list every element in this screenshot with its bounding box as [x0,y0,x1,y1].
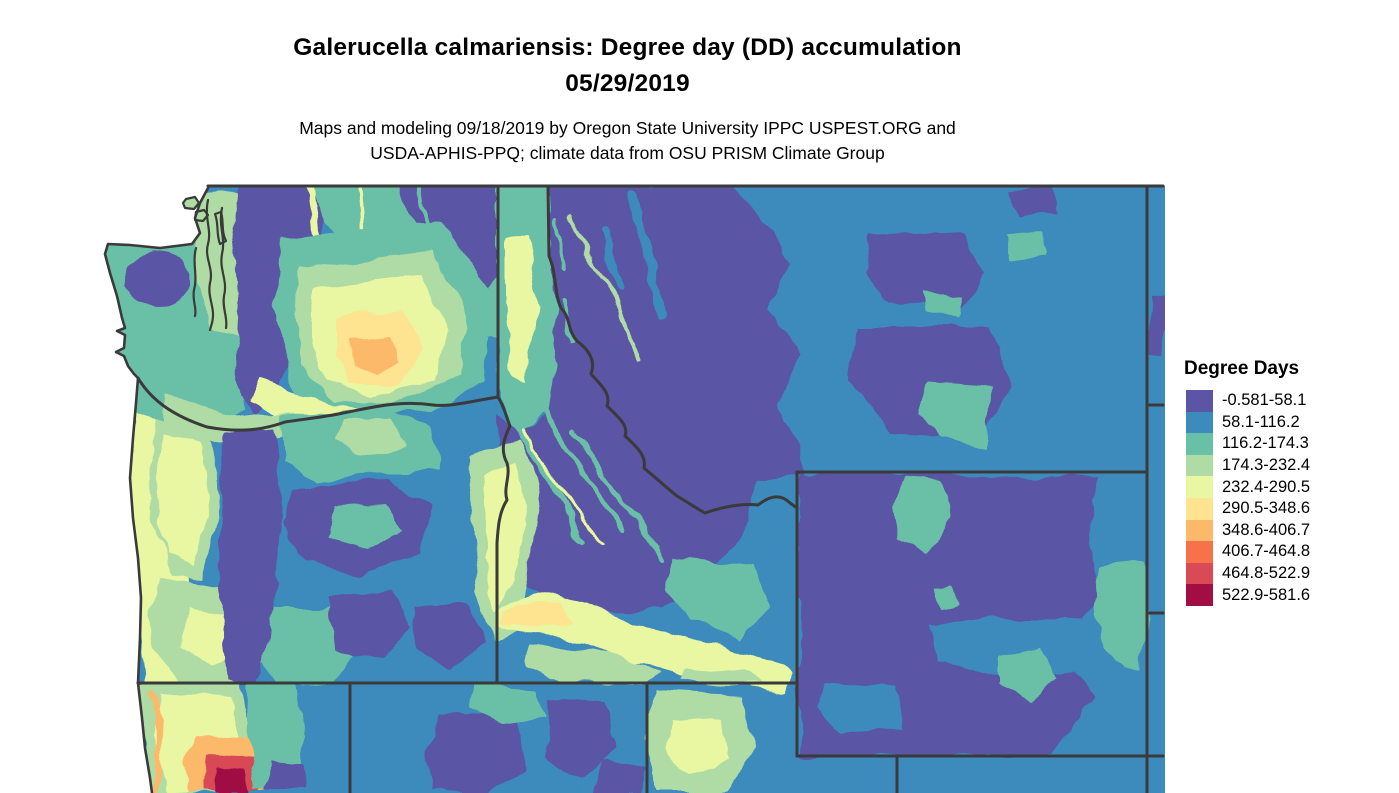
subtitle-block: Maps and modeling 09/18/2019 by Oregon S… [95,116,1160,166]
region-snake-plain-pale [495,593,793,695]
legend-swatch-8 [1186,562,1213,585]
legend-row-7: 406.7-464.8 [1186,541,1384,563]
region-id-panhandle-pale [505,232,537,379]
region-nv-teal [471,685,546,725]
legend-label-1: 58.1-116.2 [1222,412,1300,431]
legend: Degree Days -0.581-58.1 58.1-116.2 116.2-1… [1184,358,1384,606]
puget-sound-channel1 [205,198,215,332]
region-or-se-purple2 [414,603,486,669]
region-id-salmon-vein2 [539,407,625,533]
legend-label-7: 406.7-464.8 [1222,542,1311,561]
legend-label-6: 348.6-406.7 [1222,520,1311,539]
legend-swatch-3 [1186,454,1213,477]
region-id-salmon-vein-pale [520,428,602,546]
legend-label-9: 522.9-581.6 [1222,585,1311,604]
coastline [103,186,210,793]
region-id-salmon-vein1 [509,417,585,543]
legend-swatch-9 [1186,584,1213,606]
region-mt-green-spot [1004,232,1046,261]
map-title-line1: Galerucella calmariensis: Degree day (DD… [293,34,962,61]
legend-row-6: 348.6-406.7 [1186,519,1384,542]
region-mt-green-vein [570,218,642,362]
legend-row-3: 174.3-232.4 [1186,454,1384,477]
region-hells-canyon-pale [484,463,526,609]
region-mt-blue-vein2 [601,226,624,294]
puget-sound-outlines [192,198,228,332]
map-canvas [100,178,1165,793]
region-wy-green1 [894,477,951,554]
legend-label-8: 464.8-522.9 [1222,564,1311,583]
legend-row-0: -0.581-58.1 [1186,390,1384,412]
raster-regions [105,186,1165,793]
region-ca-darkred-core [214,769,251,793]
legend-rows: -0.581-58.1 58.1-116.2 116.2-174.3 174.3-23… [1186,390,1384,606]
map-subtitle-line1: Maps and modeling 09/18/2019 by Oregon S… [299,118,956,138]
region-id-east-teal [664,557,771,641]
legend-title: Degree Days [1184,358,1300,379]
region-or-bluemtns-teal [329,503,401,549]
region-wasatch-pale [664,717,731,775]
region-mt-teal-spot1 [924,292,963,319]
region-ut-west-purple2 [594,762,646,793]
region-snake-plain-yellow [500,602,571,628]
region-ut-west-purple1 [547,697,616,779]
region-id-salmon-vein3 [569,427,665,563]
legend-swatch-7 [1186,541,1213,563]
map-subtitle-line2: USDA-APHIS-PPQ; climate data from OSU PR… [370,143,885,163]
legend-swatch-4 [1186,476,1213,498]
state-borders [103,184,1165,793]
legend-label-2: 116.2-174.3 [1222,434,1309,453]
region-wy-green4 [932,582,959,607]
region-mt-flathead-blue-vein [628,193,665,323]
legend-row-1: 58.1-116.2 [1186,411,1384,434]
hood-canal [192,246,198,318]
region-ca-east-purple [267,762,306,791]
region-mt-top-purple [1009,187,1056,217]
legend-label-0: -0.581-58.1 [1222,391,1307,410]
legend-swatch-0 [1186,390,1213,412]
region-wy-green2 [999,647,1056,699]
border-wa-or-columbia-river [136,376,500,432]
region-wy-blue-basin2 [817,682,901,735]
legend-swatch-6 [1186,519,1213,542]
region-ca-coast-orange-streak [149,690,164,791]
legend-row-9: 522.9-581.6 [1186,584,1384,606]
legend-row-4: 232.4-290.5 [1186,476,1384,498]
region-mt-teal-vein1 [554,218,568,272]
legend-row-2: 116.2-174.3 [1186,433,1384,455]
legend-label-5: 290.5-348.6 [1222,499,1311,518]
region-mt-teal-spot2 [919,382,991,451]
region-dakota-purple-sliver [1148,295,1164,357]
legend-swatch-2 [1186,433,1213,455]
degree-day-raster-map [103,184,1165,793]
region-columbia-basin-orange [349,337,398,376]
san-juan-island1 [181,195,201,211]
region-willamette-pale [156,432,208,565]
legend-row-5: 290.5-348.6 [1186,497,1384,520]
region-olympic-mtns-purple [125,251,191,305]
title-block: Galerucella calmariensis: Degree day (DD… [95,30,1160,102]
legend-swatch-1 [1186,411,1213,434]
region-wy-green3 [1094,562,1148,669]
legend-label-3: 174.3-232.4 [1222,456,1311,475]
region-or-se-purple1 [329,589,411,659]
puget-sound-channel2 [219,206,228,330]
border-or-id-snake-river [495,395,512,685]
border-id-mt [546,184,799,515]
legend-label-4: 232.4-290.5 [1222,477,1311,496]
region-or-central-green [339,417,403,456]
legend-swatch-5 [1186,497,1213,520]
legend-row-8: 464.8-522.9 [1186,562,1384,585]
map-title-date: 05/29/2019 [565,70,690,97]
